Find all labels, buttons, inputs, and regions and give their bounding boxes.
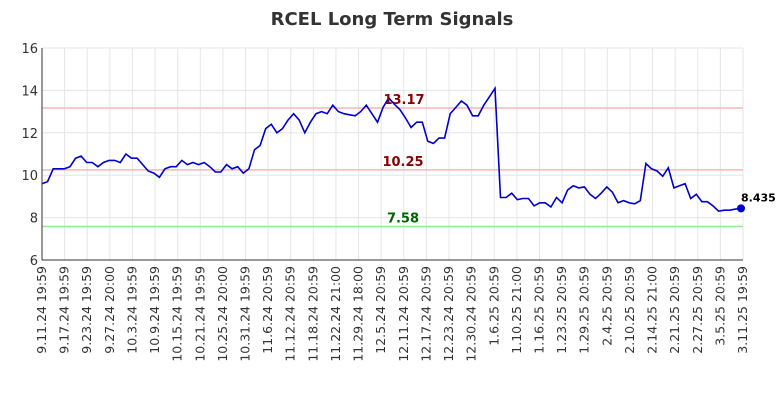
x-tick-label: 10.9.24 19:59 <box>147 266 162 354</box>
x-tick-label: 12.5.24 20:59 <box>373 266 388 354</box>
x-tick-label: 12.30.24 20:59 <box>464 266 479 362</box>
x-tick-label: 12.11.24 20:59 <box>396 266 411 362</box>
y-tick-label: 16 <box>21 42 38 57</box>
y-tick-label: 10 <box>21 169 38 184</box>
x-tick-label: 1.23.25 20:59 <box>554 266 569 354</box>
x-tick-label: 2.14.25 21:00 <box>645 266 660 354</box>
x-tick-label: 9.11.24 19:59 <box>34 266 49 354</box>
x-tick-label: 3.11.25 19:59 <box>735 266 750 354</box>
x-tick-label: 10.21.24 19:59 <box>192 266 207 362</box>
x-tick-label: 10.31.24 19:59 <box>238 266 253 362</box>
x-tick-label: 12.23.24 20:59 <box>441 266 456 362</box>
x-tick-label: 1.29.25 20:59 <box>577 266 592 354</box>
x-tick-label: 10.15.24 19:59 <box>170 266 185 362</box>
y-tick-label: 12 <box>21 127 38 142</box>
reference-line-label: 13.17 <box>383 93 424 108</box>
x-tick-label: 1.10.25 21:00 <box>509 266 524 354</box>
last-point-marker <box>737 204 745 212</box>
x-tick-label: 10.25.24 20:00 <box>215 266 230 362</box>
x-tick-label: 2.10.25 20:59 <box>622 266 637 354</box>
reference-line-label: 10.25 <box>382 155 423 170</box>
x-tick-label: 2.27.25 20:59 <box>690 266 705 354</box>
x-tick-label: 1.16.25 20:59 <box>531 266 546 354</box>
y-tick-label: 8 <box>30 212 38 227</box>
annotations: 13.17 10.25 7.58 8.435 <box>382 93 775 227</box>
chart-title: RCEL Long Term Signals <box>271 9 514 30</box>
x-tick-label: 10.3.24 19:59 <box>124 266 139 354</box>
x-tick-label: 11.6.24 20:59 <box>260 266 275 354</box>
reference-line-label: 7.58 <box>387 212 419 227</box>
y-tick-label: 14 <box>21 84 38 99</box>
x-tick-label: 9.17.24 19:59 <box>57 266 72 354</box>
x-tick-label: 11.29.24 18:00 <box>351 266 366 362</box>
x-tick-label: 9.23.24 19:59 <box>79 266 94 354</box>
x-tick-label: 11.22.24 21:00 <box>328 266 343 362</box>
x-tick-label: 2.4.25 20:59 <box>599 266 614 346</box>
x-tick-label: 3.5.25 20:59 <box>712 266 727 346</box>
x-tick-label: 11.18.24 20:59 <box>305 266 320 362</box>
x-tick-label: 1.6.25 20:59 <box>486 266 501 346</box>
x-tick-label: 11.12.24 20:59 <box>283 266 298 362</box>
x-tick-label: 2.21.25 20:59 <box>667 266 682 354</box>
last-value-label: 8.435 <box>741 191 776 204</box>
x-tick-label: 9.27.24 20:00 <box>102 266 117 354</box>
x-tick-label: 12.17.24 20:59 <box>418 266 433 362</box>
